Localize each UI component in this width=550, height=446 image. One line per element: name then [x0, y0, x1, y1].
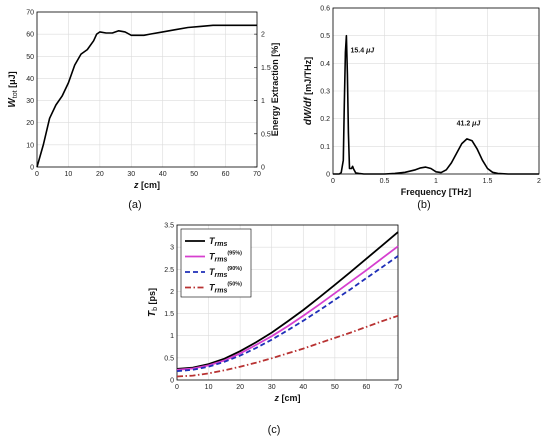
panel-label: (a) — [128, 199, 141, 211]
x-tick-label: 0 — [175, 384, 179, 391]
legend-entry: Trms(95%) — [209, 250, 242, 263]
x-tick-label: 40 — [159, 171, 167, 178]
y-tick-label: 0.3 — [320, 89, 330, 96]
x-tick-label: 10 — [205, 384, 213, 391]
y-tick-label: 1.5 — [164, 311, 174, 318]
peak-annotation: 15.4 μJ — [351, 47, 376, 54]
right-y-axis-label: Energy Extraction [%] — [270, 43, 280, 137]
x-tick-label: 1 — [434, 178, 438, 185]
y-tick-label: 0.5 — [164, 355, 174, 362]
y-tick-label: 10 — [26, 142, 34, 149]
chart-panel-1: 0 10 20 30 40 50 60 7001020304050607000.511.52z… — [7, 10, 280, 212]
y-tick-label: 0.1 — [320, 144, 330, 151]
y-tick-label: 0 — [170, 378, 174, 385]
series-line-1 — [176, 231, 399, 370]
chart-panel-2: 0 0.5 1 1.5 2 0 0.1 0.2 0.3 0.4 0.5 0.6 15.4 μJ 41.2 … — [303, 6, 541, 212]
plot-frame — [332, 7, 540, 175]
legend-entry: Trms(50%) — [209, 281, 242, 294]
x-tick-label: 20 — [236, 384, 244, 391]
panel-label: (b) — [417, 199, 430, 211]
y-tick-label: 20 — [26, 120, 34, 127]
peak-annotation: 41.2 μJ — [457, 121, 482, 128]
series-line-1 — [333, 34, 539, 175]
right-y-tick-label: 2 — [261, 32, 265, 39]
panel-label: (c) — [268, 424, 281, 436]
plot-frame — [176, 224, 399, 381]
right-y-tick-label: 0 — [261, 165, 265, 172]
x-tick-label: 70 — [253, 171, 261, 178]
right-y-tick-label: 1.5 — [261, 65, 271, 72]
y-tick-label: 3.5 — [164, 223, 174, 230]
series-line-1 — [36, 24, 257, 168]
y-tick-label: 40 — [26, 76, 34, 83]
x-tick-label: 70 — [394, 384, 402, 391]
right-y-tick-label: 0.5 — [261, 131, 271, 138]
y-tick-label: 0 — [30, 165, 34, 172]
y-tick-label: 0.5 — [320, 33, 330, 40]
y-tick-label: 3 — [170, 245, 174, 252]
x-tick-label: 60 — [363, 384, 371, 391]
y-tick-label: 0 — [326, 172, 330, 179]
y-tick-label: 0.4 — [320, 61, 330, 68]
y-axis-label: Wtot [μJ] — [7, 71, 19, 107]
y-tick-label: 50 — [26, 54, 34, 61]
x-tick-label: 40 — [299, 384, 307, 391]
x-tick-label: 10 — [65, 171, 73, 178]
y-tick-label: 0.2 — [320, 116, 330, 123]
x-tick-label: 50 — [331, 384, 339, 391]
y-axis-label: dW/df [mJ/THz] — [303, 57, 314, 125]
y-tick-label: 2 — [170, 289, 174, 296]
x-tick-label: 30 — [127, 171, 135, 178]
x-tick-label: 50 — [190, 171, 198, 178]
x-axis-label: z [cm] — [133, 180, 160, 190]
x-tick-label: 2 — [537, 178, 541, 185]
y-tick-label: 30 — [26, 98, 34, 105]
y-tick-label: 60 — [26, 32, 34, 39]
legend-entry: Trms — [209, 236, 227, 248]
y-tick-label: 70 — [26, 10, 34, 17]
x-tick-label: 0.5 — [380, 178, 390, 185]
x-tick-label: 20 — [96, 171, 104, 178]
y-tick-label: 1 — [170, 333, 174, 340]
y-axis-label: Tb [ps] — [147, 288, 159, 317]
right-y-tick-label: 1 — [261, 98, 265, 105]
x-tick-label: 30 — [268, 384, 276, 391]
series-line-2 — [176, 245, 399, 371]
x-tick-label: 60 — [222, 171, 230, 178]
plot-frame — [36, 11, 258, 168]
x-tick-label: 1.5 — [483, 178, 493, 185]
y-tick-label: 0.6 — [320, 6, 330, 13]
legend-entry: Trms(90%) — [209, 266, 242, 279]
series-line-4 — [176, 314, 399, 378]
chart-panel-3: 0 10 20 30 40 50 60 70 0 0.5 1 1.5 2 2.5 3 3.5 z [cm] Tb … — [147, 223, 402, 437]
y-tick-label: 2.5 — [164, 267, 174, 274]
x-axis-label: Frequency [THz] — [401, 187, 472, 197]
x-axis-label: z [cm] — [273, 393, 300, 403]
x-tick-label: 0 — [331, 178, 335, 185]
x-tick-label: 0 — [35, 171, 39, 178]
